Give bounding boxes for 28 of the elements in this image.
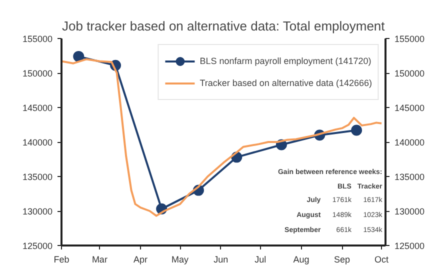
point bbox=[73, 50, 84, 62]
legend-label: Tracker based on alternative data (142666) bbox=[200, 78, 372, 88]
y2-tick-label: 135000 bbox=[394, 172, 425, 182]
y2-tick-label: 150000 bbox=[394, 68, 425, 78]
y-tick-label: 145000 bbox=[22, 103, 53, 113]
y2-tick-label: 140000 bbox=[394, 138, 425, 148]
y2-tick-label: 125000 bbox=[394, 241, 425, 251]
x-tick-label: Mar bbox=[92, 254, 108, 264]
x-tick-label: Oct bbox=[374, 254, 390, 264]
x-tick-label: Feb bbox=[54, 254, 70, 264]
point bbox=[351, 124, 362, 136]
legend-label: BLS nonfarm payroll employment (141720) bbox=[200, 56, 372, 66]
x-tick-label: Aug bbox=[293, 254, 310, 264]
y-tick-label: 135000 bbox=[22, 172, 53, 182]
x-tick-label: Sep bbox=[334, 254, 350, 264]
y2-tick-label: 130000 bbox=[394, 206, 425, 216]
y2-tick-label: 145000 bbox=[394, 103, 425, 113]
y-tick-label: 140000 bbox=[22, 138, 53, 148]
x-tick-label: May bbox=[172, 254, 190, 264]
y-tick-label: 155000 bbox=[22, 34, 53, 44]
x-tick-label: Apr bbox=[134, 254, 148, 264]
y-tick-label: 125000 bbox=[22, 241, 53, 251]
y2-tick-label: 155000 bbox=[394, 34, 425, 44]
x-tick-label: Jun bbox=[214, 254, 228, 264]
y-tick-label: 150000 bbox=[22, 68, 53, 78]
x-tick-label: Jul bbox=[254, 254, 266, 264]
chart-title: Job tracker based on alternative data: Total employment bbox=[62, 18, 386, 34]
y-tick-label: 130000 bbox=[22, 206, 53, 216]
